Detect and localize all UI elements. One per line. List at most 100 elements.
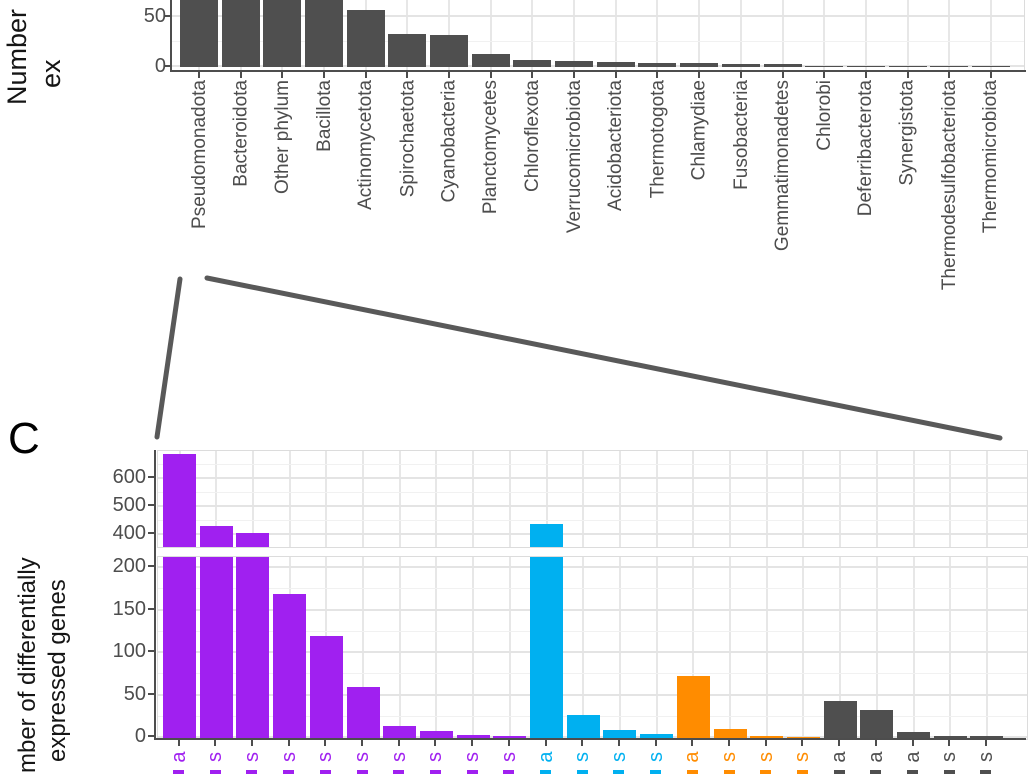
bottom-chart-bar-lower-segment (786, 737, 820, 738)
top-grid-v (614, 0, 617, 71)
bottom-chart-bar-lower-segment (897, 732, 930, 738)
bottom-grid-v (802, 557, 805, 739)
top-chart-bar (305, 0, 344, 67)
top-x-tickmark (239, 72, 242, 78)
bottom-chart-bar-lower-segment (273, 593, 307, 738)
top-x-category-label: Chlorobi (813, 80, 835, 151)
bottom-y-tick-label: 500 (112, 494, 146, 516)
bottom-x-category-letter: s (718, 752, 740, 762)
top-chart-x-axis-line (170, 70, 1026, 72)
bottom-x-label-cutoff-sliver (576, 770, 588, 774)
bottom-chart-bar-upper-segment (199, 525, 233, 547)
top-x-tickmark (573, 72, 576, 78)
bottom-grid-v (508, 557, 511, 739)
bottom-chart-bar-lower-segment (860, 709, 894, 738)
bottom-lower-grid-h (158, 608, 1027, 611)
bottom-x-label-cutoff-sliver (246, 770, 258, 774)
bottom-x-tickmark (250, 740, 253, 746)
bottom-chart-y-axis-label-line2: expressed genes (44, 579, 71, 762)
bottom-x-category-letter: s (607, 752, 630, 762)
top-x-category-label: Thermodesulfobacteriota (938, 80, 960, 291)
bottom-x-label-cutoff-sliver (723, 770, 735, 774)
bottom-chart-bar-lower-segment (566, 715, 600, 738)
bottom-grid-v (765, 451, 768, 547)
bottom-grid-v (692, 557, 695, 739)
bottom-chart-bar-lower-segment (199, 557, 233, 738)
bottom-x-category-letter: a (681, 751, 704, 763)
bottom-grid-v (912, 451, 915, 547)
bottom-grid-v (472, 451, 475, 547)
bottom-grid-v (655, 451, 658, 547)
top-chart-bar (388, 34, 427, 67)
top-chart-bar (638, 63, 677, 67)
bottom-x-label-cutoff-sliver (980, 770, 992, 774)
bottom-x-category-letter: a (864, 751, 887, 763)
bottom-upper-grid-h-minor (158, 492, 1027, 493)
bottom-x-tickmark (691, 740, 694, 746)
bottom-x-label-cutoff-sliver (209, 770, 221, 774)
bottom-lower-grid-h (158, 693, 1027, 696)
zoom-connector-line-right (204, 275, 1003, 441)
bottom-x-tickmark (801, 740, 804, 746)
bottom-chart-bar-lower-segment (530, 557, 563, 738)
bottom-grid-v (251, 451, 254, 547)
top-chart-bar (930, 66, 969, 67)
bottom-chart-bar-lower-segment (493, 736, 527, 738)
top-chart-bar (680, 63, 719, 67)
top-x-tickmark (531, 72, 534, 78)
bottom-y-tickmark (148, 735, 155, 737)
bottom-chart-bar-lower-segment (640, 733, 674, 738)
top-x-tickmark (739, 72, 742, 78)
top-grid-v (781, 0, 784, 71)
top-grid-v (989, 0, 992, 71)
bottom-chart-bar-lower-segment (346, 687, 380, 738)
top-grid-v (739, 0, 742, 71)
bottom-x-label-cutoff-sliver (650, 770, 662, 774)
bottom-upper-grid-h-minor (158, 520, 1027, 521)
top-x-category-label: Thermomicrobiota (980, 80, 1002, 234)
bottom-chart-x-axis-line (154, 738, 1026, 740)
top-grid-h (172, 15, 1024, 17)
bottom-x-category-letter: s (314, 752, 337, 762)
bottom-grid-v (802, 451, 805, 547)
bottom-x-category-letter: a (534, 751, 557, 763)
bottom-x-tickmark (728, 740, 730, 746)
top-chart-bar (805, 66, 844, 67)
top-x-tickmark (948, 72, 951, 78)
top-chart-y-axis-line (170, 0, 172, 72)
bottom-chart-y-axis-label-line1: mber of differentially (14, 557, 41, 773)
bottom-grid-v (435, 451, 438, 547)
top-x-tickmark (281, 72, 284, 78)
bottom-x-category-letter: a (828, 751, 851, 763)
bottom-x-category-letter: a (901, 751, 924, 763)
bottom-x-label-cutoff-sliver (319, 770, 331, 774)
bottom-chart-bar-lower-segment (713, 728, 747, 738)
bottom-y-tickmark (148, 476, 155, 478)
bottom-chart-bar-lower-segment (676, 675, 710, 738)
bottom-x-tickmark (764, 740, 767, 746)
bottom-grid-v (582, 557, 585, 739)
bottom-grid-v (215, 451, 218, 547)
bottom-grid-v (875, 451, 878, 547)
bottom-x-category-letter: s (461, 752, 484, 762)
bottom-chart-bar-lower-segment (419, 731, 453, 738)
top-chart-y-axis-label-line2: ex (36, 59, 66, 88)
bottom-grid-v (875, 557, 878, 739)
bottom-lower-grid-h (158, 566, 1027, 568)
bottom-chart-bar-lower-segment (236, 557, 270, 738)
bottom-x-tickmark (507, 740, 510, 746)
bottom-x-category-letter: a (167, 751, 190, 763)
bottom-chart-bar-upper-segment (163, 454, 196, 547)
top-grid-v (656, 0, 659, 71)
zoom-connector-line-left (154, 276, 183, 440)
bottom-x-category-letter: s (424, 752, 447, 762)
bottom-grid-v (985, 557, 988, 739)
bottom-grid-v (508, 451, 511, 547)
bottom-chart-bar-lower-segment (750, 736, 784, 738)
bottom-x-tickmark (471, 740, 474, 746)
bottom-grid-v (618, 557, 621, 739)
bottom-y-tickmark (148, 692, 155, 695)
top-y-tick-label: 50 (143, 5, 166, 27)
bottom-chart-bar-lower-segment (309, 636, 343, 738)
top-grid-v (864, 0, 867, 71)
